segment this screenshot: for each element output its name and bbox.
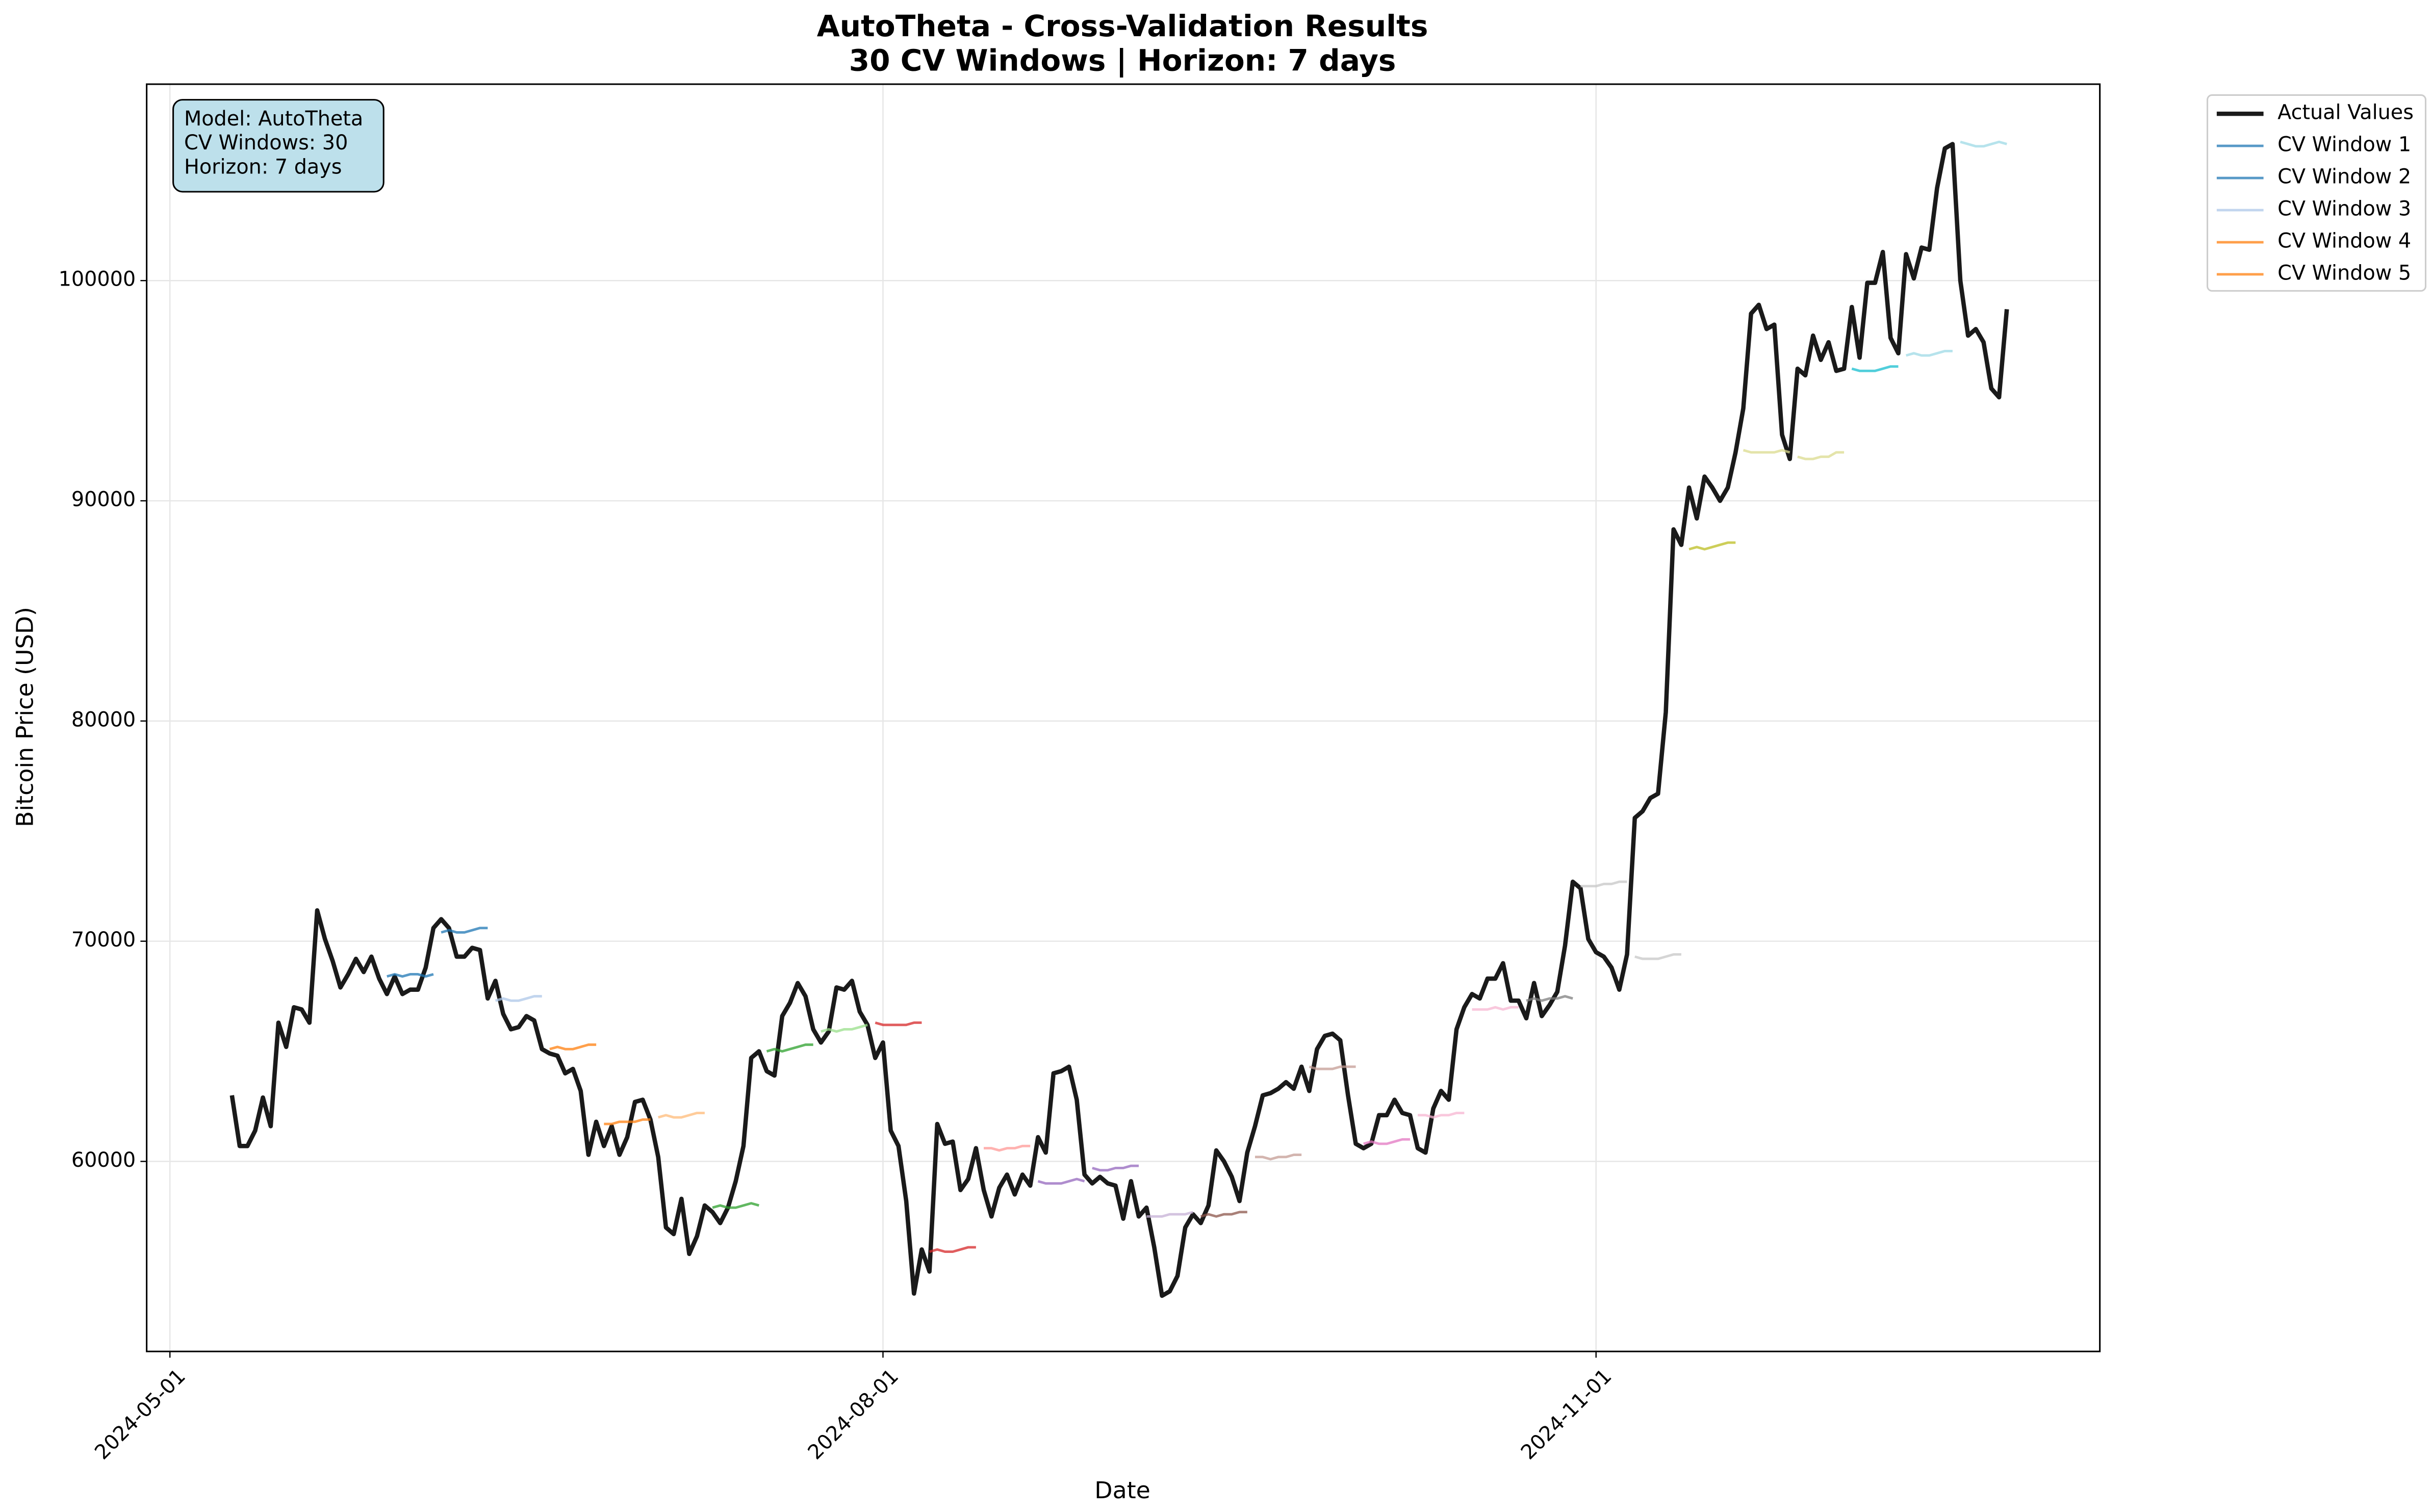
axes-frame (146, 83, 2101, 1352)
forecast-line (1526, 995, 1573, 1002)
forecast-line (712, 1202, 759, 1209)
forecast-line (1092, 1164, 1139, 1172)
info-line: Horizon: 7 days (184, 156, 342, 179)
forecast-line (875, 1021, 922, 1027)
legend-label: CV Window 4 (2277, 229, 2411, 253)
forecast-line (1688, 541, 1736, 551)
forecast-line (1580, 880, 1627, 888)
chart-subtitle: 30 CV Windows | Horizon: 7 days (849, 43, 1396, 78)
legend-label: CV Window 3 (2277, 197, 2411, 221)
forecast-line (1634, 953, 1681, 960)
forecast-line (1851, 365, 1899, 372)
forecast-line (984, 1144, 1031, 1152)
forecast-line (1363, 1138, 1410, 1145)
grid (146, 84, 2100, 1352)
legend-label: Actual Values (2277, 101, 2414, 124)
actual-line (229, 142, 2009, 1298)
forecast-line (1743, 449, 1790, 454)
forecast-line (1418, 1112, 1465, 1119)
legend: Actual Values CV Window 1 CV Window 2 CV Wi… (2207, 94, 2427, 292)
forecast-line (1472, 1006, 1519, 1011)
forecast-line (821, 1023, 868, 1033)
y-tick-label: 90000 (71, 488, 136, 511)
forecast-line (1037, 1177, 1085, 1185)
y-tick-label: 100000 (59, 268, 136, 291)
forecast-line (1960, 140, 2007, 148)
info-box (172, 99, 385, 193)
forecast-line (658, 1112, 705, 1119)
legend-label: CV Window 5 (2277, 261, 2411, 285)
info-line: CV Windows: 30 (184, 131, 348, 155)
forecast-line (495, 995, 542, 1002)
info-line: Model: AutoTheta (184, 107, 363, 131)
forecast-line (1200, 1211, 1247, 1218)
forecast-line (1906, 349, 1953, 357)
forecast-line (1797, 451, 1845, 460)
x-axis-label: Date (1094, 1476, 1150, 1504)
forecast-line (604, 1118, 651, 1125)
forecast-line (1146, 1211, 1194, 1218)
legend-label: CV Window 2 (2277, 165, 2411, 189)
y-tick-label: 70000 (71, 928, 136, 952)
forecast-line (549, 1043, 597, 1050)
forecast-line (1309, 1065, 1356, 1070)
forecast-line (387, 973, 434, 978)
forecast-line (929, 1246, 976, 1253)
y-tick-label: 80000 (71, 708, 136, 731)
plot-area (229, 140, 2009, 1298)
chart-title: AutoTheta - Cross-Validation Results (817, 9, 1428, 43)
y-tick-label: 60000 (71, 1148, 136, 1172)
forecast-line (441, 927, 488, 934)
forecast-line (766, 1043, 813, 1053)
forecast-line (1255, 1154, 1302, 1161)
y-axis-label: Bitcoin Price (USD) (11, 607, 39, 827)
legend-label: CV Window 1 (2277, 133, 2411, 157)
